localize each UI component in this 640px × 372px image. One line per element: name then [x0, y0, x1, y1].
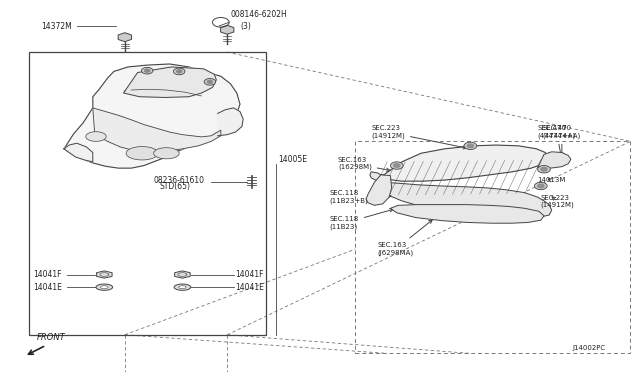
Polygon shape [221, 25, 234, 34]
Text: (3): (3) [240, 22, 251, 31]
Polygon shape [390, 205, 544, 223]
Text: SEC.470
(47474+A): SEC.470 (47474+A) [543, 125, 581, 157]
Text: SEC.118
(11B23+B): SEC.118 (11B23+B) [330, 190, 391, 204]
Polygon shape [538, 166, 550, 173]
Polygon shape [96, 284, 113, 290]
Polygon shape [126, 147, 158, 160]
Polygon shape [174, 284, 191, 290]
Polygon shape [97, 271, 112, 278]
Polygon shape [204, 78, 216, 85]
Polygon shape [534, 182, 547, 190]
Polygon shape [93, 108, 221, 153]
Polygon shape [370, 172, 552, 217]
Text: SEC.470
(47474+A): SEC.470 (47474+A) [538, 125, 576, 157]
Text: STD(65): STD(65) [160, 182, 191, 191]
Polygon shape [100, 286, 108, 289]
Polygon shape [179, 286, 186, 289]
Text: SEC.223
(14912M): SEC.223 (14912M) [541, 195, 575, 208]
Polygon shape [218, 108, 243, 136]
Text: 08236-61610: 08236-61610 [154, 176, 205, 185]
Polygon shape [207, 80, 212, 83]
Polygon shape [381, 145, 549, 181]
Text: 14372M: 14372M [42, 22, 72, 31]
Text: 008146-6202H: 008146-6202H [230, 10, 287, 19]
Text: 14041F: 14041F [236, 270, 264, 279]
Polygon shape [366, 175, 392, 205]
Text: FRONT: FRONT [37, 333, 66, 342]
Polygon shape [394, 164, 400, 167]
Polygon shape [141, 67, 153, 74]
Bar [29, 52, 266, 335]
Text: 14041E: 14041E [236, 283, 264, 292]
Polygon shape [538, 152, 571, 168]
Polygon shape [86, 132, 106, 141]
Polygon shape [64, 64, 240, 168]
Polygon shape [175, 271, 190, 278]
Polygon shape [145, 69, 150, 72]
Polygon shape [154, 148, 179, 159]
Text: 14041E: 14041E [33, 283, 62, 292]
Polygon shape [177, 70, 182, 73]
Polygon shape [538, 184, 544, 188]
Text: J14002PC: J14002PC [573, 345, 606, 351]
Text: 14013M: 14013M [538, 177, 566, 183]
Polygon shape [541, 167, 547, 171]
Polygon shape [118, 33, 131, 42]
Text: SEC.163
(16298M): SEC.163 (16298M) [338, 157, 390, 171]
Polygon shape [173, 68, 185, 75]
Text: SEC.118
(11B23): SEC.118 (11B23) [330, 209, 393, 230]
Text: SEC.163
(J6298MA): SEC.163 (J6298MA) [378, 220, 432, 256]
Text: 14041F: 14041F [33, 270, 62, 279]
Polygon shape [124, 67, 216, 97]
Bar [355, 141, 630, 353]
Polygon shape [467, 144, 474, 148]
Polygon shape [464, 142, 477, 150]
Polygon shape [64, 143, 93, 162]
Text: SEC.223
(14912M): SEC.223 (14912M) [371, 125, 467, 149]
Text: 14005E: 14005E [278, 155, 307, 164]
Polygon shape [390, 162, 403, 169]
